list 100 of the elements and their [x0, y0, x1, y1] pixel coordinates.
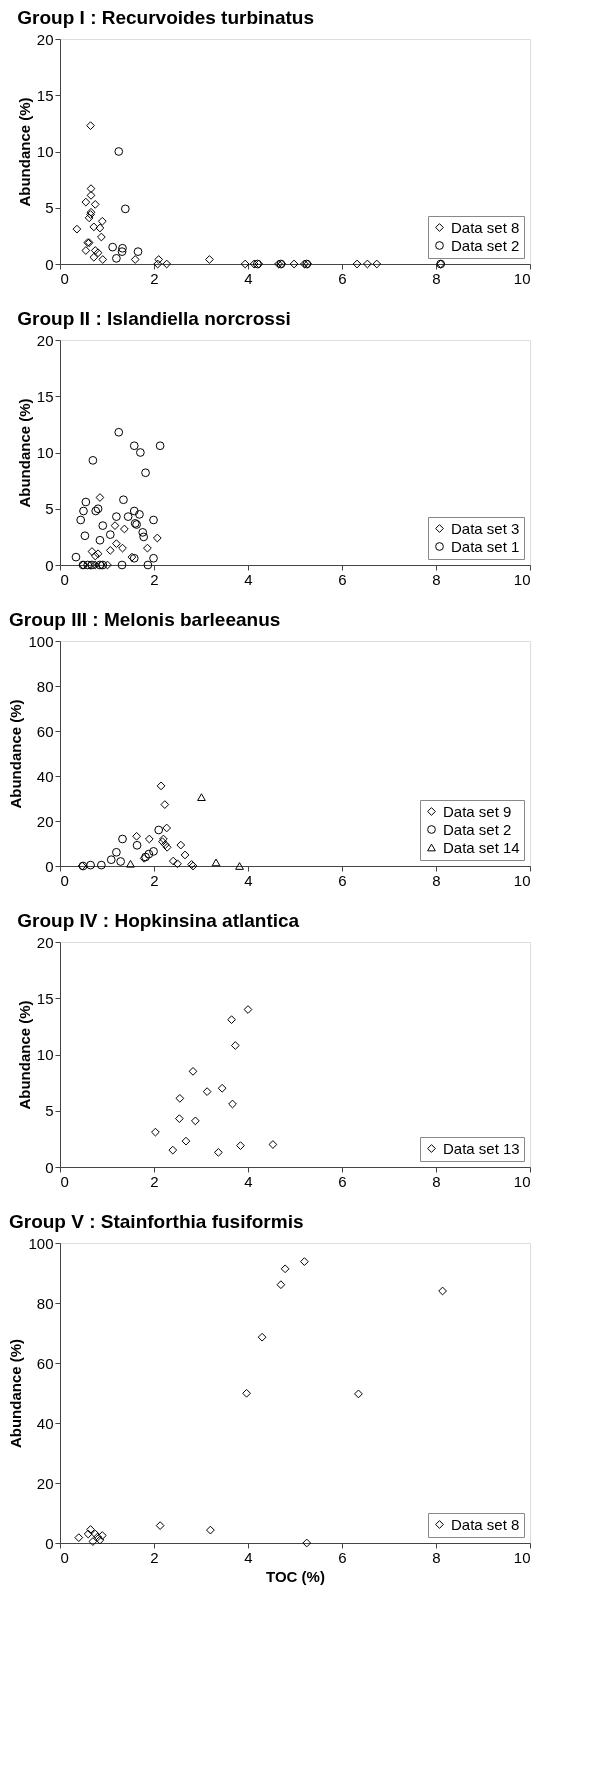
point [168, 856, 178, 866]
point [72, 224, 82, 234]
x-tick-label: 4 [244, 871, 253, 889]
x-tick-label: 8 [432, 570, 441, 588]
point [158, 837, 167, 847]
point [438, 1286, 447, 1296]
point [81, 497, 91, 507]
point [88, 1537, 98, 1546]
point [302, 1538, 312, 1548]
point [300, 259, 309, 269]
x-tick-label: 8 [432, 871, 441, 889]
point [120, 204, 130, 214]
point [71, 552, 81, 562]
point [197, 793, 206, 801]
x-tick-label: 6 [338, 1548, 347, 1566]
legend-label: Data set 3 [451, 519, 520, 537]
point [160, 800, 170, 809]
y-tick-label: 10 [36, 1046, 54, 1063]
y-tick-label: 60 [36, 722, 54, 740]
x-tick-label: 2 [150, 1172, 159, 1190]
x-tick-label: 6 [338, 269, 347, 287]
point [155, 1521, 165, 1530]
x-tick-label: 10 [513, 570, 531, 588]
point [84, 213, 94, 223]
point [227, 1015, 236, 1024]
x-tick-label: 8 [432, 1548, 441, 1566]
point [114, 427, 124, 437]
point [116, 857, 125, 866]
x-axis-title: TOC (%) [266, 1567, 325, 1585]
y-axis-title: Abundance (%) [15, 97, 33, 207]
y-tick-label: 60 [36, 1354, 54, 1372]
point [228, 1099, 237, 1109]
point [86, 191, 96, 200]
y-tick-label: 80 [36, 1294, 54, 1312]
point [141, 468, 150, 478]
point [352, 259, 362, 269]
x-tick-label: 8 [432, 1172, 441, 1190]
x-tick-label: 10 [513, 269, 531, 287]
point [153, 259, 163, 269]
point [86, 860, 95, 870]
point [132, 831, 141, 841]
point [149, 847, 158, 856]
point [112, 254, 121, 263]
y-tick-label: 15 [36, 86, 54, 104]
point [289, 259, 299, 269]
point [300, 1257, 309, 1266]
point [88, 456, 98, 465]
point [118, 243, 127, 253]
point [257, 1332, 267, 1342]
x-tick-label: 4 [244, 570, 253, 588]
y-tick-label: 15 [36, 387, 54, 405]
y-tick-label: 20 [36, 30, 54, 48]
point [188, 1067, 198, 1076]
point [83, 1529, 93, 1539]
y-tick-label: 40 [36, 767, 54, 785]
point [217, 1083, 227, 1093]
point [90, 200, 100, 209]
point [98, 255, 108, 264]
point [175, 1114, 184, 1123]
point [181, 1136, 191, 1146]
point [95, 535, 105, 545]
point [162, 842, 172, 852]
point [175, 1094, 185, 1103]
y-tick-label: 100 [28, 632, 54, 650]
x-tick-label: 6 [338, 871, 347, 889]
point [86, 184, 96, 193]
y-tick-label: 100 [28, 1234, 54, 1252]
y-tick-label: 0 [45, 1534, 54, 1552]
point [354, 1389, 363, 1399]
point [118, 834, 127, 844]
point [154, 825, 164, 835]
point [372, 259, 382, 269]
point [135, 510, 144, 519]
point [110, 521, 120, 530]
point [168, 1145, 178, 1155]
point [123, 512, 133, 521]
y-tick-label: 20 [36, 812, 54, 830]
point [103, 560, 112, 570]
x-tick-label: 2 [150, 570, 159, 588]
point [159, 834, 168, 844]
x-tick-label: 4 [244, 269, 253, 287]
point [230, 1041, 240, 1050]
y-tick-label: 5 [45, 1102, 54, 1120]
chart-title: Group I : Recurvoides turbinatus [17, 7, 314, 28]
point [89, 222, 99, 232]
point [87, 547, 97, 556]
y-tick-label: 10 [36, 444, 54, 461]
point [214, 1148, 223, 1157]
point [112, 847, 121, 857]
point [242, 1388, 251, 1398]
point [143, 543, 152, 553]
point [126, 859, 135, 868]
x-tick-label: 0 [60, 1548, 69, 1566]
legend-label: Data set 2 [451, 236, 520, 254]
point [144, 834, 154, 844]
y-tick-label: 40 [36, 1414, 54, 1432]
y-axis-title: Abundance (%) [15, 398, 33, 508]
point [132, 840, 142, 850]
point [129, 506, 139, 516]
y-tick-label: 5 [45, 199, 54, 217]
